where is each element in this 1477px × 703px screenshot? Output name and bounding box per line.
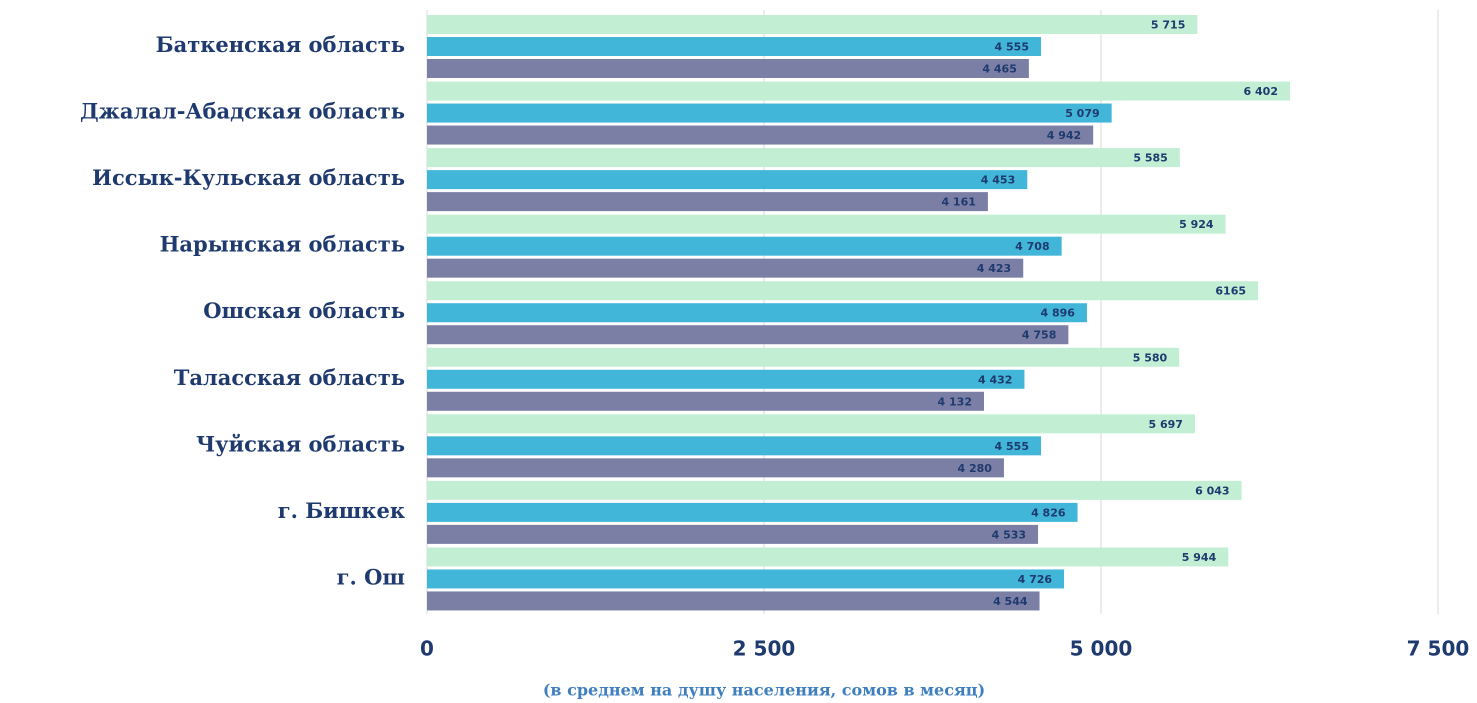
value-label: 6 043 bbox=[1195, 484, 1229, 497]
y-tick-label: Таласская область bbox=[174, 365, 405, 390]
value-label: 5 944 bbox=[1182, 551, 1217, 564]
value-label: 5 715 bbox=[1151, 19, 1185, 32]
value-label: 4 555 bbox=[995, 41, 1029, 54]
bar bbox=[427, 391, 984, 411]
bar bbox=[427, 258, 1024, 278]
value-label: 4 942 bbox=[1047, 129, 1081, 142]
y-tick-label: Нарынская область bbox=[160, 232, 405, 257]
value-label: 4 132 bbox=[938, 395, 972, 408]
value-label: 4 161 bbox=[941, 196, 975, 209]
y-tick-label: Ошская область bbox=[203, 298, 405, 323]
value-label: 6 402 bbox=[1244, 85, 1278, 98]
value-label: 4 826 bbox=[1031, 506, 1066, 519]
bar bbox=[427, 303, 1087, 323]
value-label: 5 924 bbox=[1179, 218, 1214, 231]
bar bbox=[427, 214, 1226, 234]
value-label: 5 079 bbox=[1065, 107, 1099, 120]
y-tick-label: Баткенская область bbox=[156, 32, 405, 57]
x-tick-label: 0 bbox=[420, 637, 434, 661]
value-label: 4 758 bbox=[1022, 329, 1056, 342]
value-label: 4 726 bbox=[1018, 573, 1053, 586]
value-label: 4 465 bbox=[982, 63, 1016, 76]
bar bbox=[427, 125, 1094, 145]
value-label: 4 896 bbox=[1041, 307, 1076, 320]
y-tick-label: Иссык-Кульская область bbox=[92, 165, 405, 190]
bar bbox=[427, 103, 1112, 123]
bar bbox=[427, 480, 1242, 500]
value-label: 5 697 bbox=[1149, 418, 1183, 431]
x-tick-label: 2 500 bbox=[733, 637, 796, 661]
value-label: 4 432 bbox=[978, 373, 1012, 386]
value-label: 4 453 bbox=[981, 174, 1015, 187]
bar bbox=[427, 436, 1042, 456]
x-axis-label: (в среднем на душу населения, сомов в ме… bbox=[543, 681, 985, 700]
bar bbox=[427, 37, 1042, 56]
value-label: 4 280 bbox=[957, 462, 992, 475]
bar bbox=[427, 502, 1078, 522]
bar bbox=[427, 325, 1069, 345]
bar bbox=[427, 369, 1025, 389]
x-tick-label: 7 500 bbox=[1407, 637, 1470, 661]
value-label: 6165 bbox=[1215, 285, 1246, 298]
value-label: 5 580 bbox=[1133, 351, 1168, 364]
bar bbox=[427, 236, 1062, 256]
bar bbox=[427, 192, 988, 212]
bar bbox=[427, 15, 1198, 34]
x-tick-label: 5 000 bbox=[1070, 637, 1133, 661]
bar bbox=[427, 524, 1039, 544]
bar bbox=[427, 148, 1180, 168]
bar bbox=[427, 59, 1029, 78]
bar bbox=[427, 347, 1180, 367]
bar bbox=[427, 414, 1195, 434]
value-label: 4 533 bbox=[992, 528, 1026, 541]
value-label: 4 544 bbox=[993, 595, 1028, 608]
y-tick-label: Джалал-Абадская область bbox=[80, 99, 405, 124]
bar bbox=[427, 569, 1065, 589]
bar bbox=[427, 281, 1259, 301]
bar bbox=[427, 547, 1229, 567]
value-label: 4 555 bbox=[995, 440, 1029, 453]
value-label: 5 585 bbox=[1133, 152, 1167, 165]
value-label: 4 708 bbox=[1015, 240, 1049, 253]
value-label: 4 423 bbox=[977, 262, 1011, 275]
bar bbox=[427, 591, 1040, 611]
bar bbox=[427, 170, 1028, 190]
bar bbox=[427, 458, 1004, 478]
bar bbox=[427, 81, 1290, 101]
y-tick-label: Чуйская область bbox=[196, 431, 405, 456]
y-tick-label: г. Ош bbox=[337, 564, 405, 589]
y-tick-label: г. Бишкек bbox=[278, 498, 405, 523]
